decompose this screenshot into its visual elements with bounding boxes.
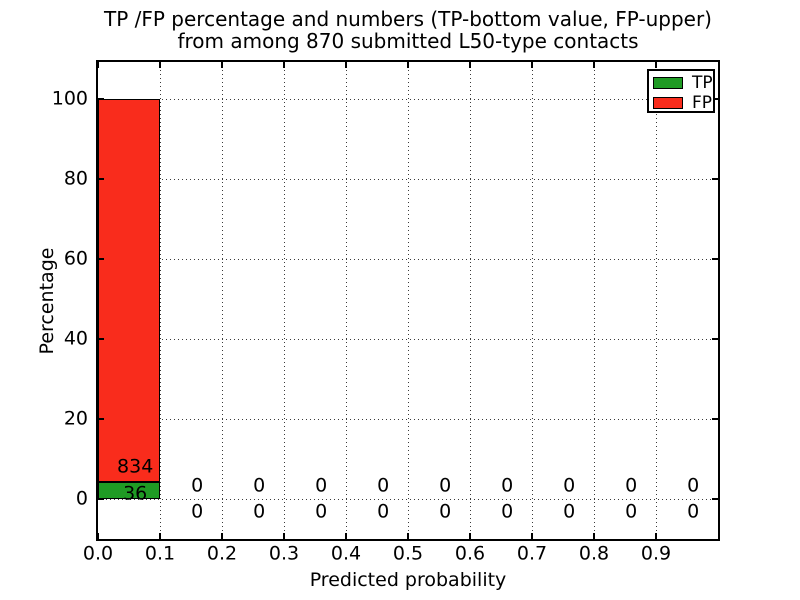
x-tick-mark-top (283, 62, 285, 68)
x-tick-label: 0.7 (516, 542, 548, 565)
y-tick-label: 20 (63, 407, 88, 430)
y-tick-label: 0 (75, 487, 88, 510)
x-tick-mark (655, 533, 657, 539)
fp-count-label: 0 (625, 474, 638, 497)
y-tick-label: 60 (63, 247, 88, 270)
chart-title-line1: TP /FP percentage and numbers (TP-bottom… (104, 7, 712, 31)
x-tick-label: 0.8 (578, 542, 610, 565)
x-tick-label: 0.3 (268, 542, 300, 565)
x-tick-mark (345, 533, 347, 539)
y-tick-mark (98, 98, 104, 100)
y-tick-mark-right (712, 498, 718, 500)
x-tick-mark-top (469, 62, 471, 68)
y-tick-mark (98, 418, 104, 420)
gridline-vertical (345, 62, 347, 539)
x-tick-label: 0.6 (454, 542, 486, 565)
fp-count-label: 0 (563, 474, 576, 497)
tp-count-label: 0 (315, 500, 328, 523)
gridline-vertical (531, 62, 533, 539)
fp-bar (98, 99, 160, 483)
chart-title-line2: from among 870 submitted L50-type contac… (177, 28, 639, 53)
tp-count-label: 0 (687, 500, 700, 523)
x-tick-mark-top (345, 62, 347, 68)
x-tick-label: 0.0 (82, 542, 114, 565)
tp-count-label: 0 (439, 500, 452, 523)
y-tick-mark-right (712, 178, 718, 180)
fp-legend-swatch (653, 97, 683, 109)
y-tick-mark (98, 258, 104, 260)
gridline-vertical (407, 62, 409, 539)
tp-legend-swatch (653, 77, 683, 89)
x-tick-mark (283, 533, 285, 539)
x-tick-mark (221, 533, 223, 539)
y-tick-mark (98, 338, 104, 340)
fp-count-label: 0 (315, 474, 328, 497)
fp-legend-label: FP (692, 92, 713, 113)
y-tick-mark-right (712, 418, 718, 420)
x-tick-mark (469, 533, 471, 539)
fp-count-label: 0 (191, 474, 204, 497)
x-tick-mark-top (593, 62, 595, 68)
gridline-vertical (593, 62, 595, 539)
x-axis-label: Predicted probability (309, 569, 507, 591)
x-tick-label: 0.5 (392, 542, 424, 565)
fp-count-label: 0 (501, 474, 514, 497)
gridline-vertical (655, 62, 657, 539)
x-tick-label: 0.9 (640, 542, 672, 565)
y-tick-label: 80 (63, 167, 88, 190)
y-axis-label: Percentage (36, 247, 58, 355)
x-tick-mark-top (531, 62, 533, 68)
gridline-vertical (469, 62, 471, 539)
x-tick-label: 0.4 (330, 542, 362, 565)
chart-title: TP /FP percentage and numbers (TP-bottom… (96, 7, 720, 53)
tp-count-label: 0 (253, 500, 266, 523)
y-tick-mark (98, 178, 104, 180)
fp-count-label: 0 (439, 474, 452, 497)
gridline-vertical (283, 62, 285, 539)
y-tick-mark (98, 498, 104, 500)
y-tick-label: 40 (63, 327, 88, 350)
fp-count-label: 834 (117, 455, 154, 478)
x-tick-mark-top (221, 62, 223, 68)
tp-count-label: 0 (191, 500, 204, 523)
x-tick-mark-top (159, 62, 161, 68)
fp-count-label: 0 (377, 474, 390, 497)
tp-count-label: 0 (377, 500, 390, 523)
y-tick-label: 100 (51, 87, 88, 110)
x-tick-mark (159, 533, 161, 539)
x-tick-mark-top (407, 62, 409, 68)
x-tick-mark (97, 533, 99, 539)
gridline-vertical (221, 62, 223, 539)
x-tick-mark (531, 533, 533, 539)
tp-bar (98, 482, 160, 499)
legend-row-tp: TP (649, 74, 713, 92)
tp-count-label: 0 (501, 500, 514, 523)
tp-count-label: 36 (123, 482, 148, 505)
plot-area (96, 60, 720, 541)
x-tick-label: 0.1 (144, 542, 176, 565)
fp-count-label: 0 (253, 474, 266, 497)
y-tick-mark-right (712, 258, 718, 260)
x-tick-mark (593, 533, 595, 539)
y-tick-mark-right (712, 98, 718, 100)
tp-count-label: 0 (563, 500, 576, 523)
gridline-vertical (159, 62, 161, 539)
y-tick-mark-right (712, 338, 718, 340)
x-tick-mark (407, 533, 409, 539)
x-tick-label: 0.2 (206, 542, 238, 565)
x-tick-mark-top (655, 62, 657, 68)
x-tick-mark-top (97, 62, 99, 68)
tp-legend-label: TP (692, 72, 713, 93)
tp-count-label: 0 (625, 500, 638, 523)
fp-count-label: 0 (687, 474, 700, 497)
legend-row-fp: FP (649, 94, 713, 112)
legend: TP FP (647, 69, 715, 113)
